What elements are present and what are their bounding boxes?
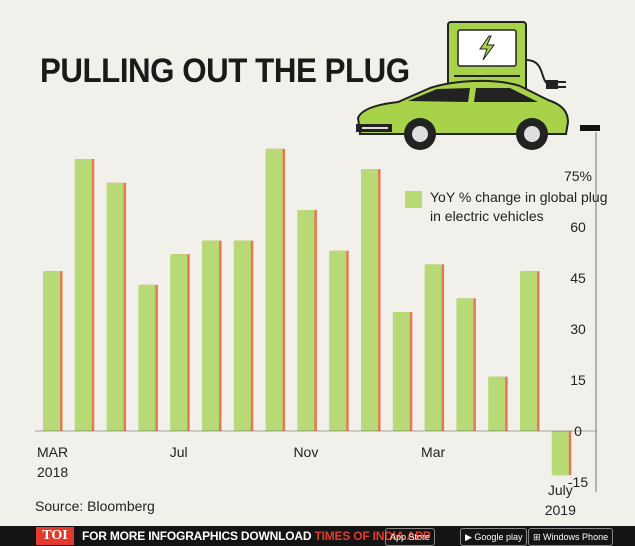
bar-apr-2018 bbox=[74, 159, 92, 431]
bar-jun-2019 bbox=[520, 271, 537, 431]
bar-mar-2018 bbox=[43, 271, 60, 431]
footer-message: FOR MORE INFOGRAPHICS DOWNLOAD TIMES OF … bbox=[82, 529, 431, 543]
app-store-badge[interactable]: App Store bbox=[385, 528, 436, 546]
google-play-badge[interactable]: ▶ Google play bbox=[460, 528, 528, 546]
app-store-label: App Store bbox=[390, 532, 431, 542]
legend: YoY % change in global plug in electric … bbox=[405, 188, 610, 226]
y-tick-label: 60 bbox=[570, 219, 586, 235]
y-tick-label: -15 bbox=[568, 474, 588, 490]
bar-sep-2018 bbox=[233, 240, 251, 431]
footer-banner: TOI FOR MORE INFOGRAPHICS DOWNLOAD TIMES… bbox=[0, 526, 635, 546]
bar-apr-2019 bbox=[456, 298, 474, 431]
bar-mar-2019 bbox=[424, 264, 442, 431]
bar-dec-2018 bbox=[329, 250, 347, 431]
toi-logo: TOI bbox=[36, 527, 74, 545]
footer-message-prefix: FOR MORE INFOGRAPHICS DOWNLOAD bbox=[82, 529, 315, 543]
x-tick-label: 2019 bbox=[545, 502, 576, 518]
source-note: Source: Bloomberg bbox=[35, 498, 155, 514]
y-tick-label: 45 bbox=[570, 270, 586, 286]
bar-jan-2019 bbox=[361, 169, 378, 431]
bar-may-2018 bbox=[106, 182, 124, 431]
legend-label: YoY % change in global plug in electric … bbox=[430, 189, 608, 224]
bar-nov-2018 bbox=[297, 210, 315, 431]
chart-title: PULLING OUT THE PLUG bbox=[40, 52, 410, 90]
x-tick-labels: MAR 2018 Jul Nov Mar July 2019 bbox=[37, 444, 576, 518]
x-tick-label: Jul bbox=[170, 444, 188, 460]
bar-jul-2018 bbox=[170, 254, 188, 431]
x-tick-label: MAR bbox=[37, 444, 68, 460]
bars-group bbox=[43, 148, 572, 476]
bar-aug-2018 bbox=[202, 240, 219, 431]
bar-oct-2018 bbox=[265, 148, 283, 432]
y-tick-label: 15 bbox=[570, 372, 586, 388]
google-play-label: Google play bbox=[474, 532, 523, 542]
y-tick-label: 30 bbox=[570, 321, 586, 337]
windows-icon: ⊞ bbox=[533, 532, 544, 542]
windows-phone-badge[interactable]: ⊞ Windows Phone bbox=[528, 528, 614, 546]
legend-swatch bbox=[405, 191, 422, 208]
bar-jul-2019 bbox=[551, 431, 569, 476]
x-tick-label: Mar bbox=[421, 444, 445, 460]
ev-illustration bbox=[356, 21, 600, 150]
x-tick-label: July bbox=[548, 482, 573, 498]
x-tick-label: Nov bbox=[293, 444, 318, 460]
bar-feb-2019 bbox=[392, 312, 410, 431]
x-tick-label: 2018 bbox=[37, 464, 68, 480]
y-tick-label: 75% bbox=[564, 168, 592, 184]
bar-jun-2018 bbox=[138, 284, 156, 431]
play-icon: ▶ bbox=[465, 532, 475, 542]
windows-phone-label: Windows Phone bbox=[543, 532, 609, 542]
bar-may-2019 bbox=[488, 376, 506, 431]
footer-message-highlight: TIMES OF INDIA APP bbox=[314, 529, 431, 543]
